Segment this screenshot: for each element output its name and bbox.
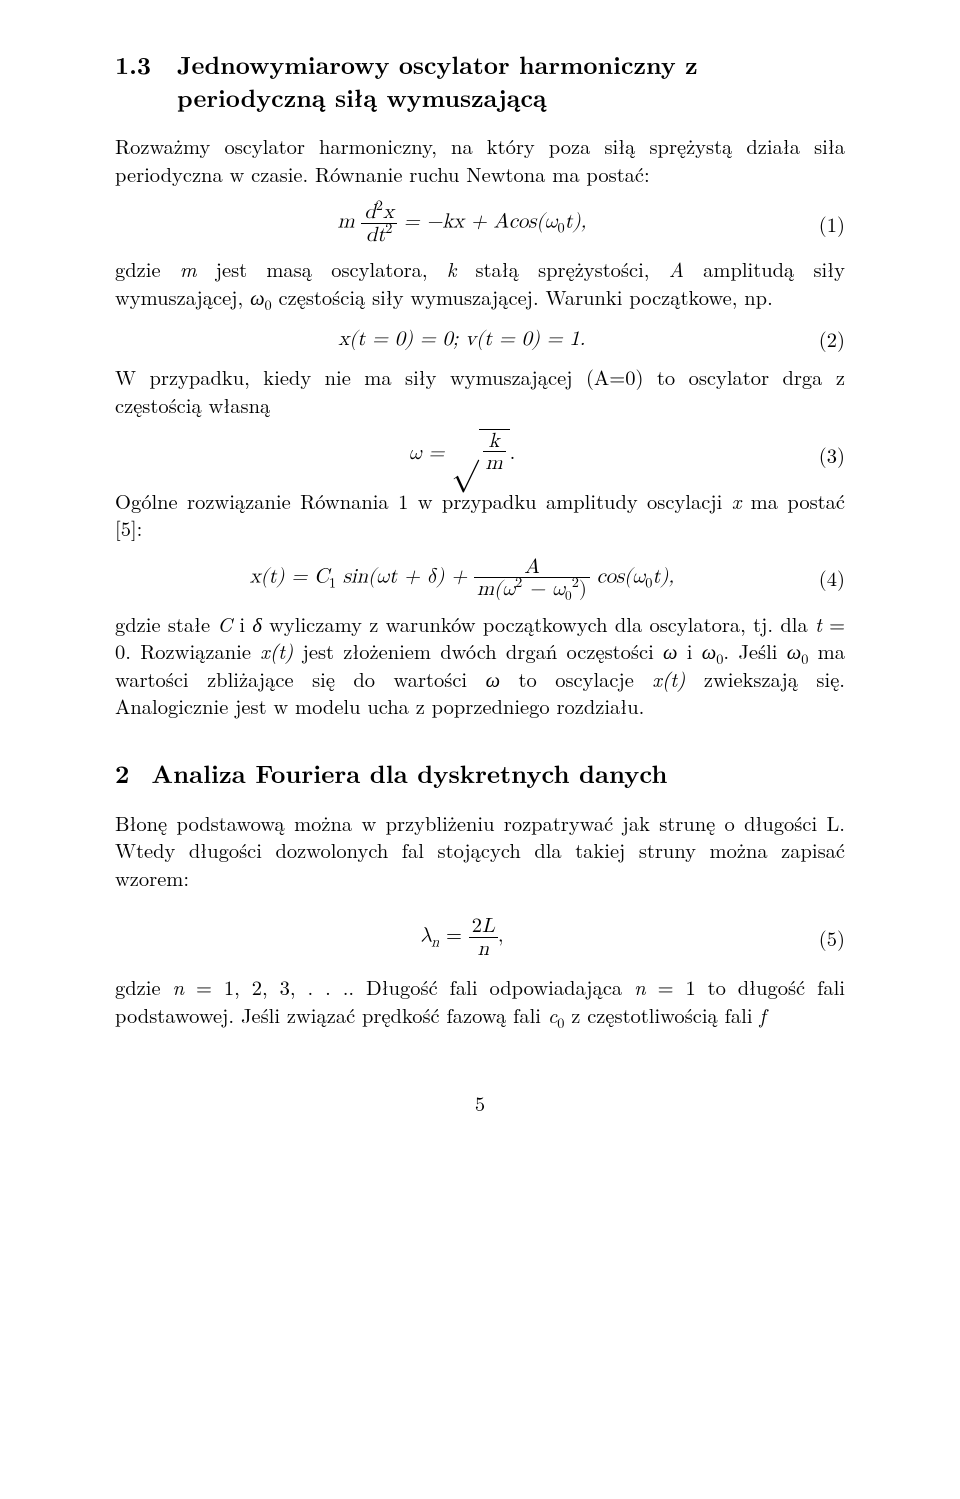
eq1-sup2: 2 [376,198,383,213]
p5-h: . Jeśli [723,636,786,665]
eq3-tail: . [510,442,516,463]
section-heading-2: 2 Analiza Fouriera dla dyskretnych danych [115,756,845,791]
p5-b: i [232,609,252,638]
equation-1-body: m d2x dt2 = −kx + Acos(ω0t), [115,201,809,245]
eq4-sub1: 1 [329,575,336,590]
eq1-d: d [364,201,375,222]
paragraph-1: Rozważmy oscylator harmoniczny, na który… [115,132,845,187]
p2-c: stałą sprężystości, [456,254,668,283]
p5-j: to oscylacje [500,664,652,693]
equation-4-label: (4) [809,563,845,592]
paragraph-6: Błonę podstawową można w przybliżeniu ro… [115,809,845,891]
p5-w0b: ω [787,636,801,665]
equation-2-body: x(t = 0) = 0; v(t = 0) = 1. [115,326,809,351]
section-title: Jednowymiarowy oscylator harmoniczny z p… [177,48,845,114]
eq4-dena: m(ω [477,578,515,599]
eq4-sup2: 2 [572,576,579,591]
eq5-num: 2L [472,915,495,936]
section-2-number: 2 [115,756,129,791]
eq4-denc: ) [579,578,587,599]
p7-a: gdzie [115,972,172,1001]
eq1-rhs: = −kx + Acos(ω [404,211,558,232]
section-heading-1-3: 1.3 Jednowymiarowy oscylator harmoniczny… [115,48,845,114]
p7-b: = 1, 2, 3, . . .. Długość fali odpowiada… [184,972,634,1001]
eq4-rhsb: t), [652,565,674,586]
eq1-den-sup: 2 [385,221,392,236]
p5-c: wyliczamy z warunków początkowych dla os… [262,609,815,638]
eq5-den: n [469,938,498,960]
p2-w0: ω [250,282,264,311]
equation-5-label: (5) [809,923,845,952]
equation-4: x(t) = C1 sin(ωt + δ) + A m(ω2 − ω02) co… [115,556,845,600]
eq4-denb: − ω [522,578,565,599]
sqrt-symbol: √ [451,444,478,460]
p5-wb: ω [486,664,500,693]
paragraph-7: gdzie n = 1, 2, 3, . . .. Długość fali o… [115,973,845,1028]
p2-a: gdzie [115,254,180,283]
eq4-rhsa: cos(ω [597,565,646,586]
eq1-m: m [338,211,355,232]
page-number: 5 [115,1088,845,1117]
page: 1.3 Jednowymiarowy oscylator harmoniczny… [0,0,960,1499]
p5-xt2: x(t) [652,664,685,693]
equation-3-label: (3) [809,440,845,469]
p7-n2: n [634,972,646,1001]
equation-5: λn = 2L n , (5) [115,915,845,959]
p5-w0: ω [702,636,716,665]
p5-t: t [815,609,822,638]
p2-b: jest masą oscylatora, [197,254,447,283]
eq5-lhs: λ [420,925,431,946]
equation-2-label: (2) [809,324,845,353]
p5-xt: x(t) [260,636,293,665]
p2-w0sub: 0 [265,295,272,315]
equation-3-body: ω = √ k m . [115,432,809,477]
section-number: 1.3 [115,48,151,114]
equation-3: ω = √ k m . (3) [115,432,845,477]
p4-a: Ogólne rozwiązanie Równania 1 w przypadk… [115,486,732,515]
paragraph-2: gdzie m jest masą oscylatora, k stałą sp… [115,255,845,310]
eq4-densub: 0 [565,590,572,604]
p5-C: C [217,609,232,638]
eq1-sub0: 0 [557,221,564,236]
eq3-lhs: ω = [408,442,451,463]
p5-d: δ [252,609,262,638]
p7-c0: c [548,1000,557,1029]
paragraph-3: W przypadku, kiedy nie ma siły wymuszają… [115,363,845,418]
section-2-title: Analiza Fouriera dla dyskretnych danych [151,756,667,791]
eq1-dt: dt [366,224,385,245]
equation-4-body: x(t) = C1 sin(ωt + δ) + A m(ω2 − ω02) co… [115,556,809,600]
p7-f: f [759,1000,765,1029]
p2-k: k [447,254,456,283]
eq3-den: m [483,452,506,474]
equation-1-label: (1) [809,209,845,238]
eq4-lhsb: sin(ωt + δ) + [336,565,474,586]
eq5-tail: , [498,925,504,946]
p5-f: jest złożeniem dwóch drgań oczęstości [293,636,663,665]
eq1-x: x [383,201,394,222]
p5-g: i [678,636,702,665]
p5-a: gdzie stałe [115,609,217,638]
eq1-tail: t), [565,211,587,232]
p2-m: m [180,254,197,283]
p7-n: n [172,972,184,1001]
equation-5-body: λn = 2L n , [115,915,809,959]
p4-x: x [732,486,742,515]
eq5-eq: = [439,925,469,946]
eq3-num: k [483,430,506,453]
p2-e: częstością siły wymuszającej. Warunki po… [272,282,773,311]
equation-1: m d2x dt2 = −kx + Acos(ω0t), (1) [115,201,845,245]
eq4-lhs: x(t) = C [250,565,329,586]
paragraph-4: Ogólne rozwiązanie Równania 1 w przypadk… [115,487,845,542]
p2-A: A [669,254,684,283]
p5-w: ω [663,636,677,665]
p7-d: z częstotliwością fali [564,1000,759,1029]
paragraph-5: gdzie stałe C i δ wyliczamy z warunków p… [115,610,845,720]
equation-2: x(t = 0) = 0; v(t = 0) = 1. (2) [115,324,845,353]
